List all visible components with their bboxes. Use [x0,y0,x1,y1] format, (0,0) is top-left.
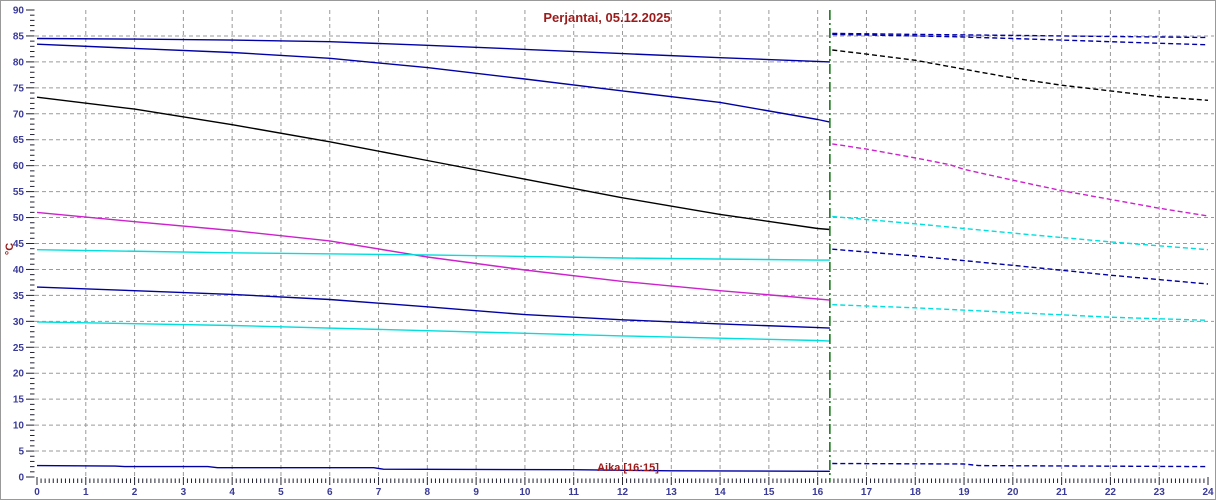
x-tick-label: 17 [861,487,873,498]
x-tick-label: 5 [278,487,284,498]
x-tick-label: 15 [763,487,775,498]
series-navy-bottom-solid [36,464,830,472]
y-tick-label: 55 [13,187,25,198]
series-black-dashed [832,49,1209,101]
series-cyan-lower-dashed [832,304,1209,321]
y-tick-label: 10 [13,421,25,432]
x-tick-label: 6 [327,487,333,498]
series-cyan-lower-solid [36,321,830,342]
y-tick-label: 80 [13,57,25,68]
y-tick-label: 45 [13,239,25,250]
series-navy-second-solid [36,43,831,123]
x-tick-label: 1 [83,487,89,498]
series-navy-bottom-dashed [832,462,1209,468]
series-layer [36,32,1209,472]
series-navy-second-dashed [832,33,1209,46]
x-tick-label: 8 [425,487,431,498]
y-tick-label: 30 [13,317,25,328]
x-tick-label: 13 [666,487,678,498]
x-tick-label: 10 [519,487,531,498]
y-tick-label: 70 [13,109,25,120]
x-tick-label: 7 [376,487,382,498]
x-tick-label: 3 [181,487,187,498]
x-tick-label: 20 [1007,487,1019,498]
x-tick-label: 18 [910,487,922,498]
x-tick-label: 11 [568,487,579,498]
x-tick-label: 16 [812,487,824,498]
x-tick-label: 0 [34,487,40,498]
x-tick-label: 4 [229,487,235,498]
x-tick-label: 2 [132,487,138,498]
x-tick-label: 23 [1154,487,1166,498]
x-tick-label: 19 [958,487,970,498]
y-tick-label: 50 [13,213,25,224]
y-tick-label: 75 [13,83,25,94]
series-navy-lower-dashed [832,248,1209,285]
y-tick-label: 90 [13,6,25,17]
y-tick-label: 35 [13,291,25,302]
y-tick-label: 60 [13,161,25,172]
y-tick-label: 15 [13,395,25,406]
x-tick-label: 14 [715,487,727,498]
series-navy-upper-dashed [832,32,1209,39]
series-magenta-solid [36,211,830,301]
series-cyan-upper-solid [36,249,830,261]
x-tick-label: 12 [617,487,629,498]
series-black-solid [36,96,830,231]
y-tick-label: 85 [13,31,25,42]
x-tick-label: 22 [1105,487,1117,498]
series-navy-lower-solid [36,286,830,329]
grid-layer [35,10,1214,477]
series-cyan-upper-dashed [832,215,1209,251]
series-navy-upper-solid [36,37,830,63]
y-tick-label: 40 [13,265,25,276]
y-tick-label: 65 [13,135,25,146]
series-magenta-dashed [832,143,1209,217]
y-axis-title: °C [4,243,16,255]
x-tick-label: 21 [1056,487,1068,498]
time-marker-label: Aika [16:15] [597,462,659,474]
y-tick-label: 20 [13,369,25,380]
y-tick-label: 5 [18,447,24,458]
y-tick-label: 25 [13,343,25,354]
x-tick-label: 9 [473,487,479,498]
x-tick-label: 24 [1202,487,1214,498]
chart-title: Perjantai, 05.12.2025 [543,10,670,25]
y-tick-label: 0 [18,473,24,484]
